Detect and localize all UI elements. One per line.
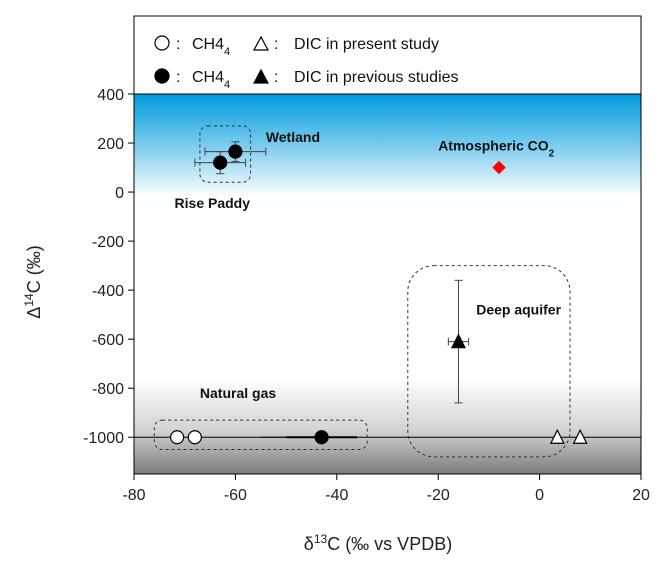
legend-colon: : bbox=[274, 69, 278, 86]
background-gradient-top bbox=[134, 94, 641, 197]
region-box bbox=[199, 125, 252, 183]
annotation-rise_paddy: Rise Paddy bbox=[175, 195, 251, 211]
legend-row1-ch4-label: CH44 bbox=[192, 36, 230, 58]
region-box bbox=[153, 419, 368, 450]
annotation-text: Rise Paddy bbox=[175, 195, 251, 211]
legend-ch4-subscript: 4 bbox=[224, 46, 230, 58]
legend-row2-ch4-label: CH44 bbox=[192, 69, 230, 91]
data-point-open-circle bbox=[187, 430, 202, 445]
x-axis: -80 -60 -40 -20 0 20 bbox=[122, 474, 650, 504]
data-point-diamond bbox=[492, 160, 506, 175]
x-tick-label: 0 bbox=[535, 487, 544, 504]
data-point-filled-circle bbox=[314, 430, 329, 445]
legend-filled-triangle-marker bbox=[252, 68, 270, 84]
legend-ch4-subscript: 4 bbox=[224, 79, 230, 91]
y-tick-label: 0 bbox=[115, 185, 124, 202]
x-tick-label: 20 bbox=[632, 487, 650, 504]
legend-colon: : bbox=[176, 36, 180, 53]
annotation-text: Atmospheric CO bbox=[438, 137, 549, 153]
data-point-open-circle bbox=[169, 430, 185, 445]
y-tick-label: -200 bbox=[92, 234, 124, 251]
y-tick-label: 400 bbox=[97, 87, 124, 104]
background-gradient-bottom bbox=[134, 378, 641, 474]
y-tick-label: -600 bbox=[92, 332, 124, 349]
y-axis: 400 200 0 -200 -400 -600 -800 -1000 bbox=[83, 87, 134, 447]
annotations-layer: Wetland Rise Paddy Atmospheric CO2 Deep aqu… bbox=[175, 129, 562, 401]
x-axis-title: δ13C (‰ vs VPDB) bbox=[304, 532, 452, 554]
y-tick-label: 200 bbox=[97, 136, 124, 153]
y-axis-title: Δ14C (‰) bbox=[22, 245, 44, 318]
annotation-wetland: Wetland bbox=[266, 129, 320, 145]
data-point-open-triangle bbox=[549, 428, 565, 444]
region-box bbox=[407, 265, 571, 458]
x-tick-label: -60 bbox=[224, 487, 247, 504]
legend-colon: : bbox=[176, 69, 180, 86]
legend: : CH44 : DIC in present study : CH44 : D… bbox=[154, 35, 459, 91]
data-point-filled-circle bbox=[213, 155, 228, 170]
regions-layer bbox=[153, 125, 571, 458]
legend-row2-dic-label: DIC in previous studies bbox=[294, 69, 459, 86]
legend-open-circle-marker bbox=[154, 35, 170, 51]
annotation-text: Natural gas bbox=[200, 385, 276, 401]
legend-open-triangle-marker bbox=[252, 35, 270, 51]
annotation-atmo: Atmospheric CO2 bbox=[438, 137, 554, 159]
legend-filled-circle-marker bbox=[154, 68, 170, 84]
legend-colon: : bbox=[274, 36, 278, 53]
data-point-filled-circle bbox=[228, 144, 243, 159]
x-tick-label: -20 bbox=[427, 487, 450, 504]
legend-box bbox=[133, 15, 642, 95]
annotation-text: Deep aquifer bbox=[476, 302, 561, 318]
data-point-open-triangle bbox=[572, 428, 588, 444]
plot-frame bbox=[133, 15, 642, 475]
points-layer bbox=[169, 144, 588, 445]
legend-row1-ch4-text: CH4 bbox=[192, 36, 224, 53]
annotation-deep_aquifer: Deep aquifer bbox=[476, 302, 561, 318]
data-point-filled-triangle bbox=[451, 333, 466, 349]
annotation-text: Wetland bbox=[266, 129, 320, 145]
annotation-subscript: 2 bbox=[549, 148, 555, 159]
annotation-natural_gas: Natural gas bbox=[200, 385, 276, 401]
x-tick-label: -80 bbox=[122, 487, 145, 504]
x-tick-label: -40 bbox=[325, 487, 348, 504]
legend-row1-dic-label: DIC in present study bbox=[294, 36, 439, 53]
y-tick-label: -1000 bbox=[83, 430, 124, 447]
y-tick-label: -400 bbox=[92, 283, 124, 300]
y-tick-label: -800 bbox=[92, 381, 124, 398]
